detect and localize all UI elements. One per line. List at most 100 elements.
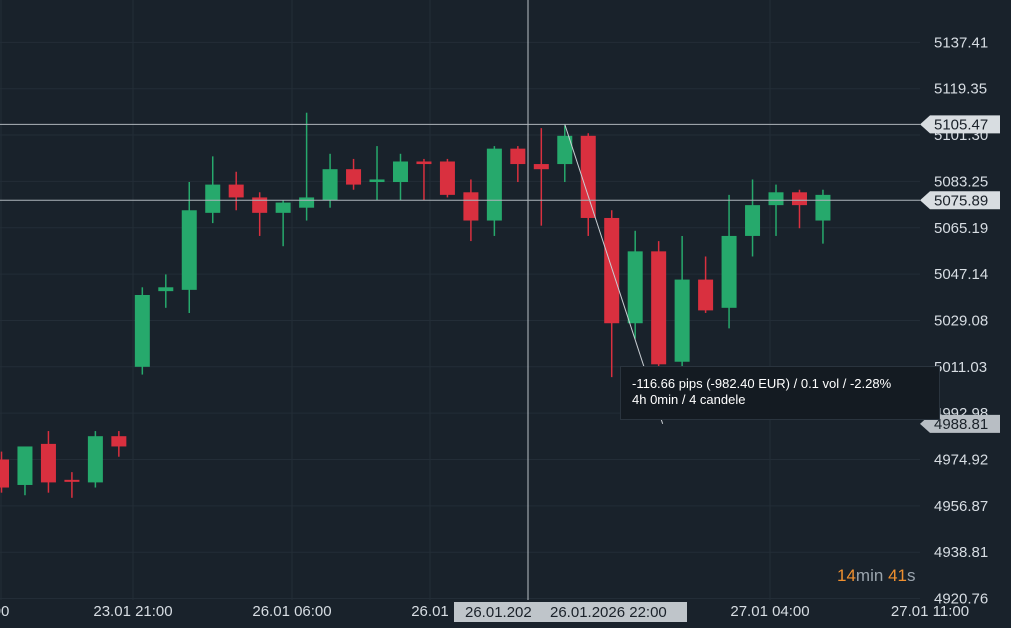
candle — [604, 210, 620, 378]
y-tick-label: 5065.19 — [934, 220, 988, 237]
candle-body — [64, 479, 80, 482]
candle — [533, 128, 549, 226]
candle — [322, 153, 338, 208]
candle — [299, 112, 315, 221]
chart-grid — [0, 0, 920, 600]
candle — [416, 158, 432, 200]
measure-tooltip-line1: -116.66 pips (-982.40 EUR) / 0.1 vol / -… — [632, 376, 892, 391]
timer-min-unit: min — [855, 566, 884, 585]
price-tag: 5105.47 — [920, 115, 1000, 134]
price-tag: 5075.89 — [920, 191, 1000, 210]
candle-body — [275, 202, 291, 213]
candle — [791, 189, 807, 229]
candle-timer: 14min 41s — [837, 566, 915, 586]
price-tag-bg — [920, 191, 1000, 210]
candle-body — [510, 148, 526, 165]
y-tick-label: 5029.08 — [934, 312, 988, 329]
price-tag-label: 5105.47 — [934, 116, 988, 133]
candle-body — [17, 446, 33, 485]
candle-body — [721, 235, 737, 308]
candle — [510, 146, 526, 183]
candle-body — [580, 135, 596, 218]
candle-body — [181, 210, 197, 290]
candle-body — [40, 443, 56, 483]
candle-body — [698, 279, 714, 311]
candle — [111, 431, 127, 457]
y-tick-label: 4938.81 — [934, 544, 988, 561]
x-tick-label: 27.01 11:00 — [891, 603, 969, 620]
candle — [721, 194, 737, 329]
time-axis[interactable]: 00 23.01 21:00 26.01 06:00 26.01 27.01 04:00… — [0, 602, 969, 622]
candle-body — [158, 287, 174, 292]
price-tag-bg — [920, 115, 1000, 134]
candle-body — [768, 192, 784, 206]
candle — [205, 156, 221, 224]
candle-body — [557, 135, 573, 165]
x-tick-label: 00 — [0, 603, 9, 620]
x-tick-label: 26.01 — [411, 603, 449, 620]
price-axis[interactable]: 5137.415119.355101.305083.255065.195047.… — [920, 34, 1000, 608]
crosshair-time-label: 26.01.202 26.01.2026 22:00 — [454, 602, 687, 622]
candle-body — [111, 436, 127, 447]
candle — [0, 451, 9, 493]
candle-body — [322, 169, 338, 200]
candle — [815, 189, 831, 244]
candle — [40, 431, 56, 493]
candle — [768, 184, 784, 236]
candle — [134, 287, 150, 375]
candle — [17, 446, 33, 496]
candle — [158, 274, 174, 308]
candle-body — [651, 251, 667, 365]
measure-tooltip-line2: 4h 0min / 4 candele — [632, 392, 746, 407]
candle-body — [134, 294, 150, 367]
y-tick-label: 4920.76 — [934, 591, 988, 608]
y-tick-label: 4974.92 — [934, 452, 988, 469]
hover-time-text: 26.01.2026 22:00 — [550, 604, 667, 621]
candle-body — [369, 179, 385, 183]
candle — [87, 431, 103, 488]
candle — [486, 146, 502, 236]
price-tag-bg — [920, 414, 1000, 433]
candle — [580, 133, 596, 236]
candle — [557, 125, 573, 183]
candle-body — [346, 169, 362, 185]
candle — [439, 158, 455, 198]
measure-tooltip: -116.66 pips (-982.40 EUR) / 0.1 vol / -… — [620, 366, 940, 420]
candle — [64, 472, 80, 498]
price-tag-label: 5075.89 — [934, 192, 988, 209]
candle-body — [87, 436, 103, 483]
candles — [0, 112, 831, 498]
candle — [181, 182, 197, 313]
candle-body — [627, 251, 643, 324]
candle-body — [486, 148, 502, 221]
candle-body — [392, 161, 408, 183]
candle-body — [439, 161, 455, 195]
candle — [627, 230, 643, 339]
x-tick-label: 27.01 04:00 — [730, 603, 809, 620]
candle — [698, 256, 714, 313]
crosshair-time-text: 26.01.202 — [465, 604, 532, 621]
y-tick-label: 5137.41 — [934, 34, 988, 51]
y-tick-label: 5083.25 — [934, 173, 988, 190]
y-tick-label: 4956.87 — [934, 498, 988, 515]
candle — [369, 146, 385, 200]
candle — [228, 171, 244, 211]
candle-body — [252, 197, 268, 213]
candle-body — [815, 194, 831, 221]
x-tick-label: 23.01 21:00 — [93, 603, 172, 620]
candle-body — [745, 205, 761, 236]
y-tick-label: 5047.14 — [934, 266, 988, 283]
price-tag-label: 4988.81 — [934, 416, 988, 433]
candle-body — [228, 184, 244, 198]
candle — [252, 192, 268, 236]
timer-sec-unit: s — [906, 566, 916, 585]
candle-body — [604, 217, 620, 324]
y-tick-label: 5011.03 — [934, 359, 987, 376]
timer-minutes: 14 — [837, 566, 856, 585]
candle — [275, 199, 291, 247]
candle — [392, 153, 408, 200]
candle — [674, 235, 690, 378]
crosshair-time-bg — [454, 602, 687, 622]
candle-body — [791, 192, 807, 206]
